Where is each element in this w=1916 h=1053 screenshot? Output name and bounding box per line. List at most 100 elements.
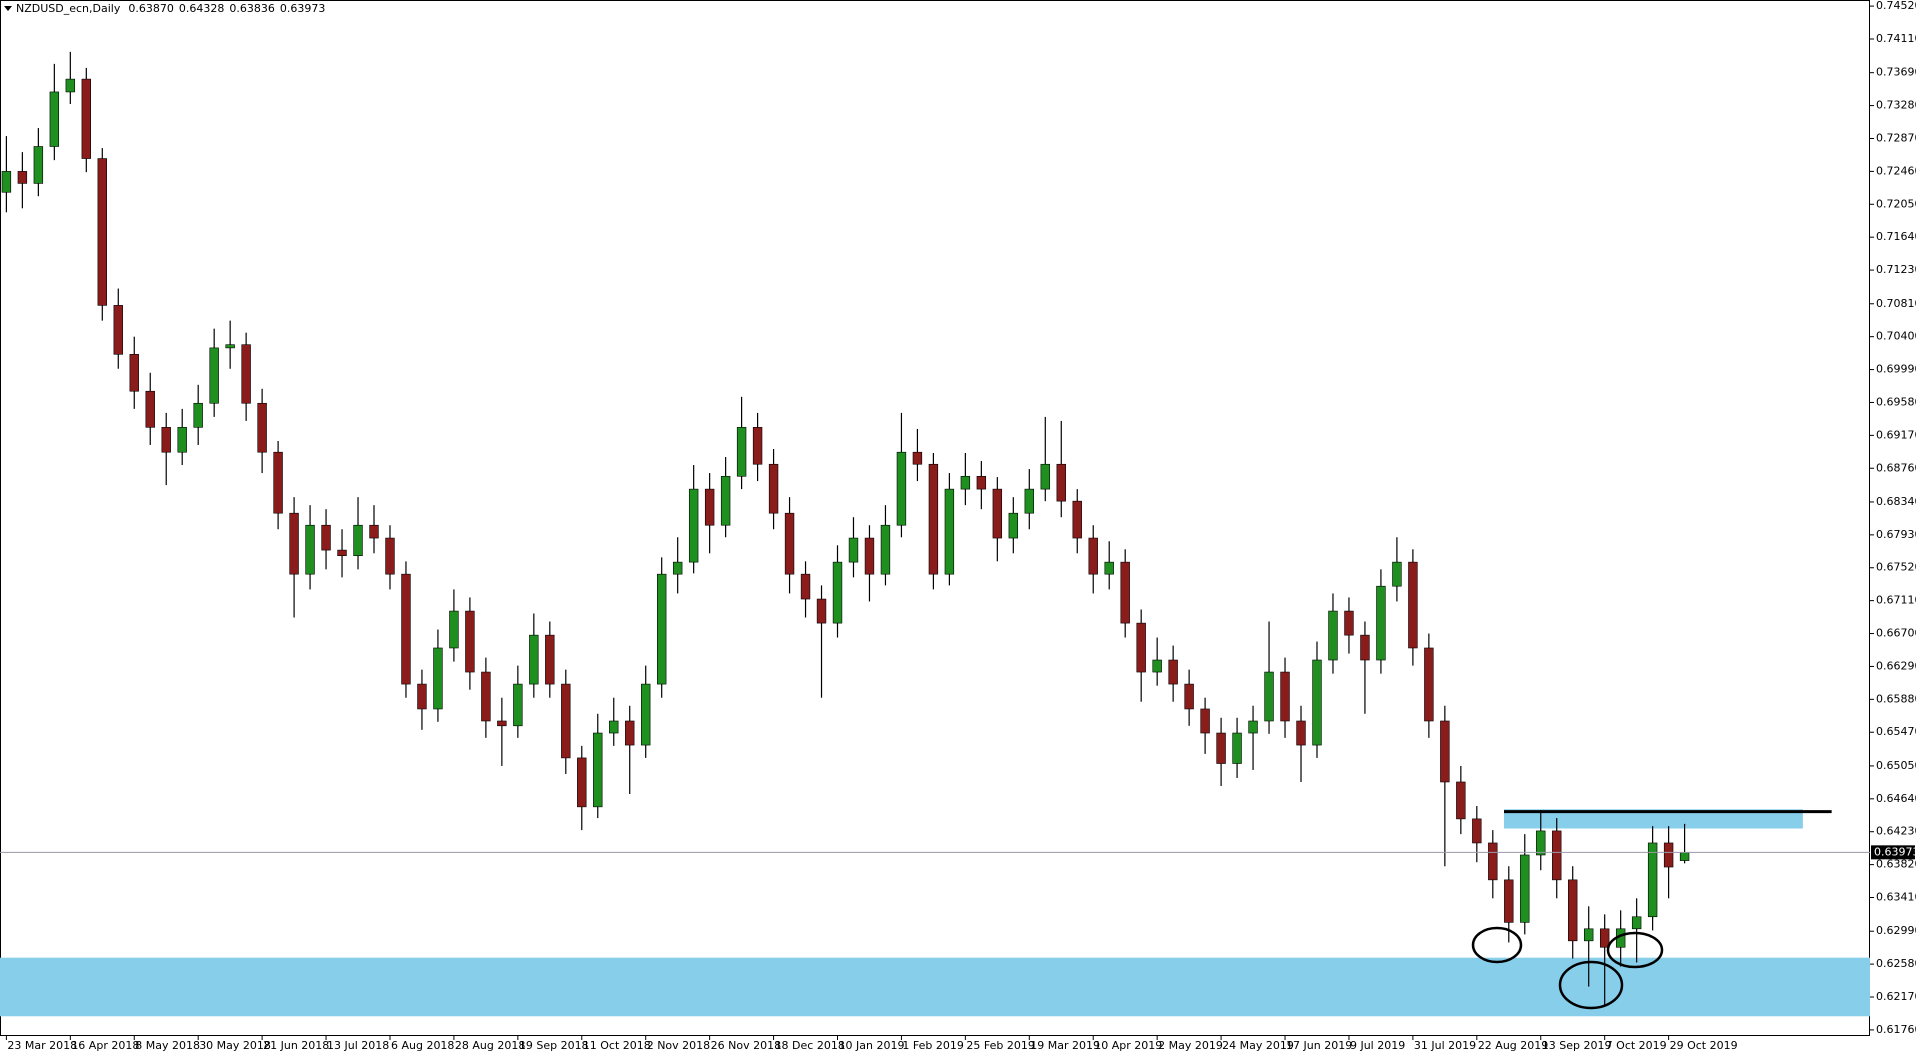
candle-body bbox=[401, 573, 411, 685]
x-tick-label: 19 Mar 2019 bbox=[1030, 1039, 1100, 1052]
candle-body bbox=[321, 524, 331, 551]
candle-body bbox=[113, 305, 123, 355]
candle-body bbox=[17, 171, 28, 184]
candle-body bbox=[545, 634, 555, 685]
candle-body bbox=[1679, 852, 1690, 861]
candle-body bbox=[193, 402, 203, 428]
candle-body bbox=[369, 524, 379, 539]
price-label: 0.63973 bbox=[1874, 845, 1916, 858]
candle-body bbox=[1488, 842, 1498, 881]
x-tick-label: 10 Jan 2019 bbox=[839, 1039, 905, 1052]
x-tick-label: 8 May 2018 bbox=[135, 1039, 200, 1052]
quote-value: 0.63870 bbox=[128, 2, 174, 15]
candle-body bbox=[1472, 818, 1482, 844]
candle-body bbox=[1232, 732, 1242, 764]
x-tick-label: 2 Nov 2018 bbox=[647, 1039, 710, 1052]
candle-body bbox=[816, 598, 827, 624]
candle-body bbox=[353, 524, 363, 557]
candle-body bbox=[129, 354, 139, 392]
candle-body bbox=[1424, 647, 1434, 722]
x-tick-label: 25 Feb 2019 bbox=[966, 1039, 1034, 1052]
candle-body bbox=[209, 347, 219, 404]
candle-body bbox=[337, 549, 347, 557]
x-tick-label: 28 Aug 2018 bbox=[455, 1039, 525, 1052]
candle-body bbox=[1647, 842, 1658, 918]
menu-arrow[interactable] bbox=[4, 6, 12, 11]
candle-body bbox=[864, 537, 875, 575]
candle-body bbox=[768, 463, 779, 514]
candle-body bbox=[1200, 708, 1210, 734]
annotation-ellipse bbox=[1606, 931, 1664, 969]
candle-body bbox=[641, 683, 651, 746]
candle-body bbox=[720, 475, 731, 526]
candle-body bbox=[417, 683, 427, 710]
candle-body bbox=[1328, 610, 1338, 661]
candle-body bbox=[1184, 683, 1194, 710]
candle-body bbox=[688, 488, 699, 563]
candle-body bbox=[1520, 854, 1530, 923]
x-tick-label: 29 Oct 2019 bbox=[1670, 1039, 1738, 1052]
candle-body bbox=[497, 720, 507, 727]
candle-body bbox=[241, 344, 251, 404]
candle-body bbox=[97, 158, 107, 306]
candle-body bbox=[465, 610, 475, 673]
candle-body bbox=[449, 610, 459, 649]
candle-body bbox=[561, 683, 571, 759]
candle-body bbox=[960, 475, 971, 490]
x-tick-label: 2 May 2019 bbox=[1158, 1039, 1223, 1052]
x-tick-label: 22 Aug 2019 bbox=[1478, 1039, 1548, 1052]
candle-body bbox=[800, 573, 811, 600]
candle-body bbox=[305, 524, 315, 575]
candle-body bbox=[1360, 634, 1370, 661]
candle-body bbox=[1136, 622, 1146, 673]
candle-body bbox=[736, 427, 747, 477]
candle-body bbox=[1088, 537, 1098, 575]
candle-body bbox=[481, 671, 491, 722]
candle-body bbox=[848, 537, 859, 563]
y-tick-label: 0.61760 bbox=[1876, 1023, 1916, 1036]
quote-value: 0.64328 bbox=[179, 2, 225, 15]
x-tick-label: 6 Aug 2018 bbox=[391, 1039, 454, 1052]
candle-body bbox=[1568, 879, 1578, 942]
candle-body bbox=[1344, 610, 1354, 636]
candle-body bbox=[1008, 512, 1019, 539]
candle-body bbox=[704, 488, 715, 526]
candle-body bbox=[1552, 830, 1562, 881]
zone bbox=[0, 957, 1870, 1017]
candle-body bbox=[1056, 463, 1066, 502]
price-label-box bbox=[1871, 845, 1915, 860]
candle-body bbox=[385, 537, 395, 575]
candle-body bbox=[1312, 659, 1322, 746]
candle-body bbox=[609, 720, 619, 734]
candle-body bbox=[625, 720, 635, 746]
candle-body bbox=[577, 757, 587, 808]
x-tick-label: 7 Oct 2019 bbox=[1606, 1039, 1667, 1052]
quote-value: 0.63836 bbox=[229, 2, 275, 15]
candle-body bbox=[1152, 659, 1162, 673]
quote-value: 0.63973 bbox=[280, 2, 326, 15]
candles bbox=[1, 51, 1690, 1007]
candle-body bbox=[912, 451, 923, 465]
